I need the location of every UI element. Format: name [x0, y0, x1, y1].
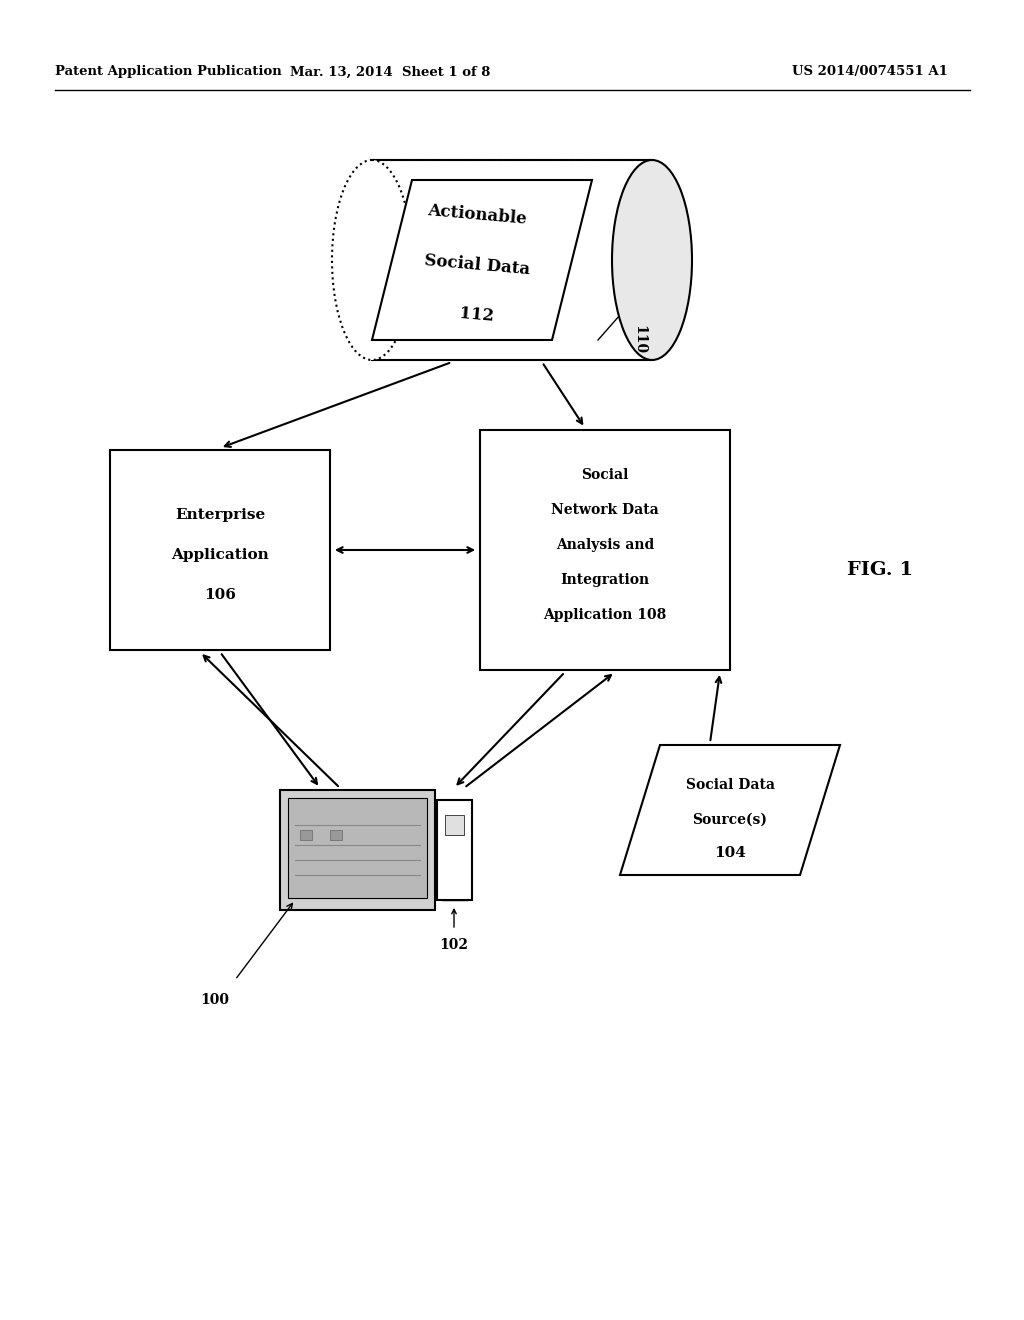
FancyBboxPatch shape [300, 830, 312, 840]
Text: Social: Social [582, 469, 629, 482]
Text: US 2014/0074551 A1: US 2014/0074551 A1 [792, 66, 948, 78]
Text: 110: 110 [632, 326, 646, 355]
Text: Analysis and: Analysis and [556, 539, 654, 552]
Text: Social Data: Social Data [424, 252, 530, 279]
Text: Actionable: Actionable [427, 202, 527, 228]
Text: FIG. 1: FIG. 1 [847, 561, 913, 579]
FancyBboxPatch shape [372, 160, 652, 360]
Text: Social Data: Social Data [685, 777, 774, 792]
Polygon shape [372, 180, 592, 341]
Text: 106: 106 [204, 587, 236, 602]
Polygon shape [620, 744, 840, 875]
FancyBboxPatch shape [437, 800, 472, 900]
Text: 104: 104 [714, 846, 745, 861]
Text: Source(s): Source(s) [692, 813, 768, 828]
Text: Mar. 13, 2014  Sheet 1 of 8: Mar. 13, 2014 Sheet 1 of 8 [290, 66, 490, 78]
Text: Application: Application [171, 548, 269, 562]
FancyBboxPatch shape [288, 799, 427, 898]
FancyBboxPatch shape [110, 450, 330, 649]
Text: 112: 112 [459, 305, 495, 325]
Text: Integration: Integration [560, 573, 649, 587]
Text: Enterprise: Enterprise [175, 508, 265, 521]
Text: 100: 100 [201, 993, 229, 1007]
Text: 102: 102 [439, 939, 469, 952]
Text: Patent Application Publication: Patent Application Publication [55, 66, 282, 78]
Text: Network Data: Network Data [551, 503, 658, 517]
Ellipse shape [332, 160, 412, 360]
FancyBboxPatch shape [480, 430, 730, 671]
FancyBboxPatch shape [330, 830, 342, 840]
Text: Application 108: Application 108 [544, 609, 667, 622]
FancyBboxPatch shape [445, 814, 464, 836]
Ellipse shape [612, 160, 692, 360]
FancyBboxPatch shape [280, 789, 435, 909]
